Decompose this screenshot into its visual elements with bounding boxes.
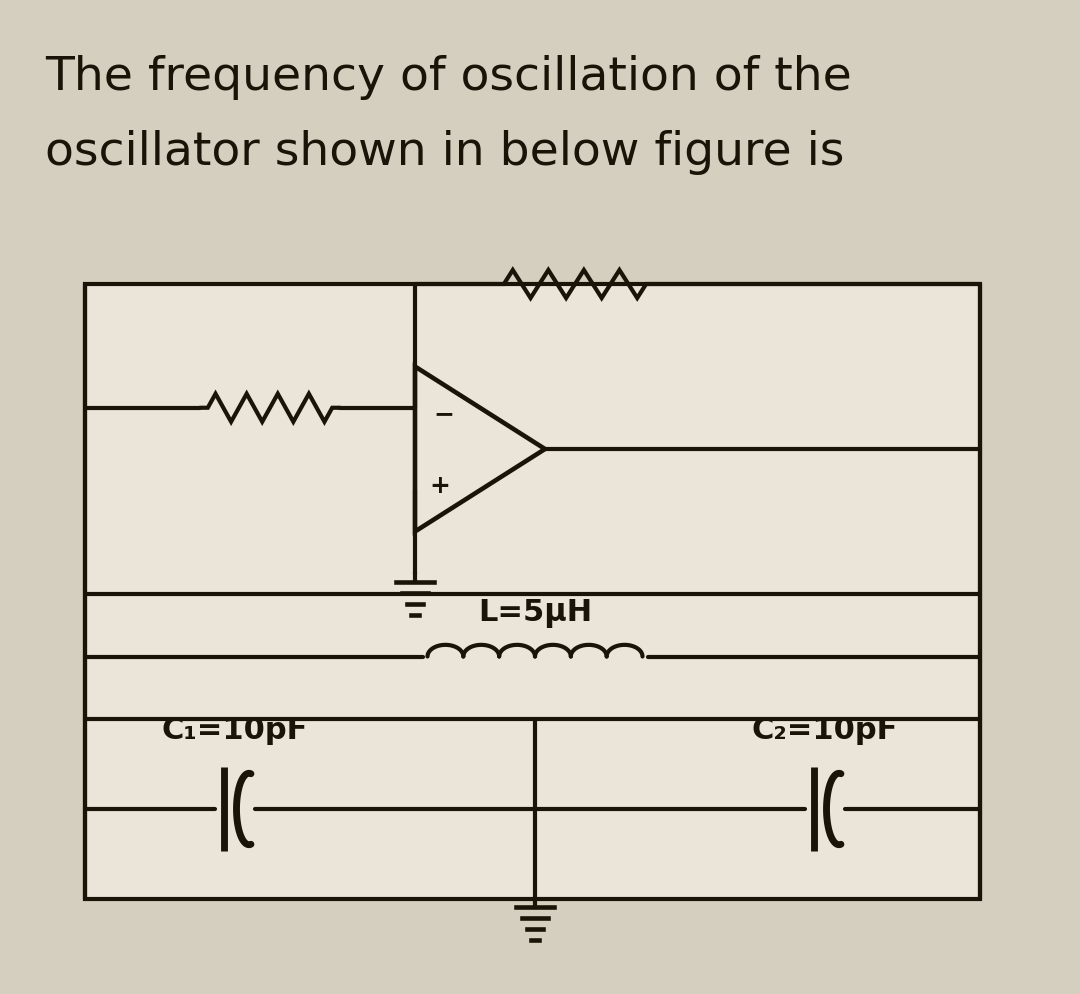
FancyBboxPatch shape: [85, 284, 980, 900]
Text: C₂=10pF: C₂=10pF: [752, 716, 899, 745]
Text: The frequency of oscillation of the: The frequency of oscillation of the: [45, 55, 852, 100]
Text: oscillator shown in below figure is: oscillator shown in below figure is: [45, 130, 845, 175]
Text: C₁=10pF: C₁=10pF: [162, 716, 308, 745]
Text: +: +: [429, 474, 450, 498]
Text: −: −: [433, 402, 454, 425]
Text: L=5μH: L=5μH: [478, 598, 592, 627]
Polygon shape: [415, 367, 545, 532]
